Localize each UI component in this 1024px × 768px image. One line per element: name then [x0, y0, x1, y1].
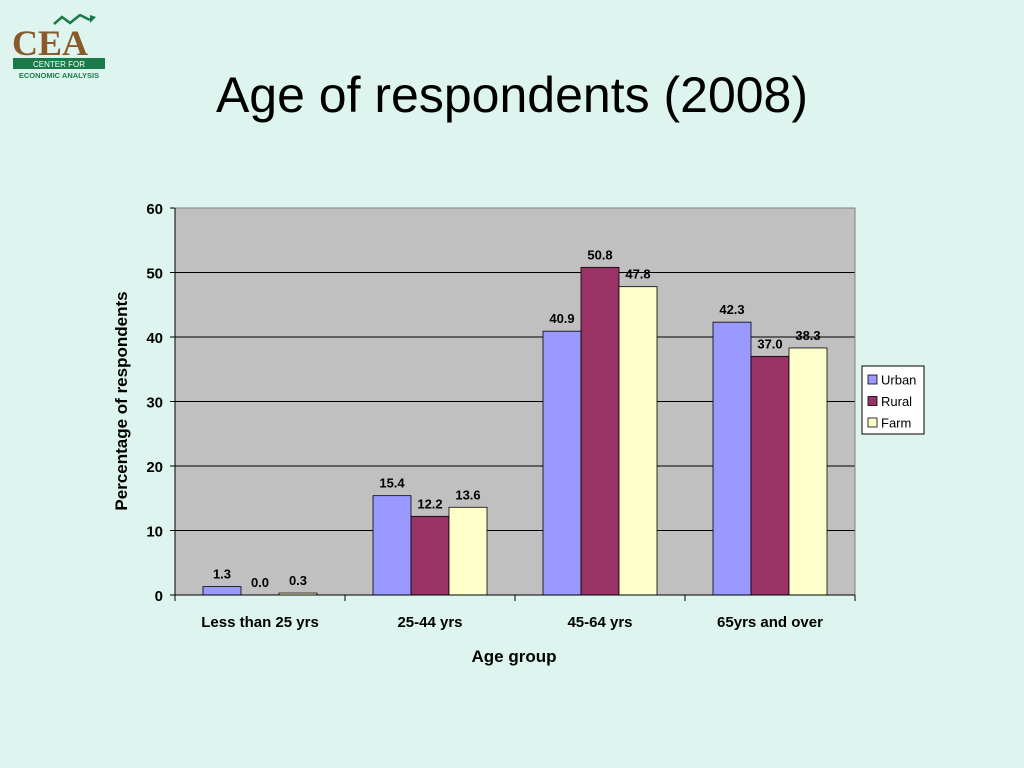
logo-text: CEA [12, 23, 88, 63]
legend-label: Rural [881, 394, 912, 409]
legend-swatch [867, 417, 878, 428]
cea-logo: CEA CENTER FOR ECONOMIC ANALYSIS [12, 14, 105, 80]
y-tick-label: 30 [146, 395, 163, 412]
bar-farm [788, 347, 828, 596]
data-label: 15.4 [379, 476, 405, 491]
x-tick-label: 45-64 yrs [567, 614, 632, 631]
data-label: 40.9 [549, 311, 574, 326]
data-label: 37.0 [757, 336, 782, 351]
y-tick-label: 20 [146, 459, 163, 476]
y-tick-label: 40 [146, 330, 163, 347]
bar-farm [618, 286, 658, 596]
legend-swatch [867, 374, 878, 385]
legend-label: Farm [881, 416, 911, 431]
x-tick-label: 65yrs and over [717, 614, 823, 631]
y-tick-label: 10 [146, 524, 163, 541]
bar-urban [372, 495, 412, 596]
bars [202, 266, 828, 596]
data-label: 13.6 [455, 487, 480, 502]
bar-rural [750, 355, 790, 596]
slide-title: Age of respondents (2008) [215, 67, 809, 123]
logo-subtitle-1: CENTER FOR [33, 60, 85, 69]
y-tick-label: 60 [146, 201, 163, 218]
bar-urban [202, 586, 242, 596]
legend-swatch [867, 396, 878, 406]
data-labels: 1.3 0.0 0.3 15.4 12.2 13.6 40.9 50.8 47.8 42.3 37.… [213, 247, 821, 590]
bar-urban [542, 330, 582, 596]
data-label: 50.8 [587, 247, 612, 262]
data-label: 12.2 [417, 496, 442, 511]
y-tick-label: 0 [155, 588, 163, 605]
axes: 0 10 20 30 40 50 60 Less than 25 yrs 25-44 yrs 45… [146, 201, 856, 631]
x-tick-label: 25-44 yrs [397, 614, 462, 631]
bar-rural [410, 515, 450, 596]
bar-farm [448, 506, 488, 596]
data-label: 38.3 [795, 328, 820, 343]
x-axis-title: Age group [472, 647, 557, 666]
x-tick-label: Less than 25 yrs [201, 614, 319, 631]
data-label: 0.3 [289, 573, 307, 588]
logo-arrow-head [90, 15, 96, 23]
data-label: 47.8 [625, 267, 650, 282]
data-label: 1.3 [213, 567, 231, 582]
y-tick-label: 50 [146, 266, 163, 283]
logo-subtitle-2: ECONOMIC ANALYSIS [19, 71, 99, 80]
bar-urban [712, 321, 752, 596]
y-axis-title: Percentage of respondents [112, 291, 131, 510]
data-label: 42.3 [719, 302, 744, 317]
legend: Urban Rural Farm [861, 365, 925, 435]
legend-label: Urban [881, 373, 916, 388]
data-label: 0.0 [251, 575, 269, 590]
logo-band [13, 58, 105, 69]
bar-rural [580, 266, 620, 596]
logo-trend-arrow [53, 14, 91, 25]
